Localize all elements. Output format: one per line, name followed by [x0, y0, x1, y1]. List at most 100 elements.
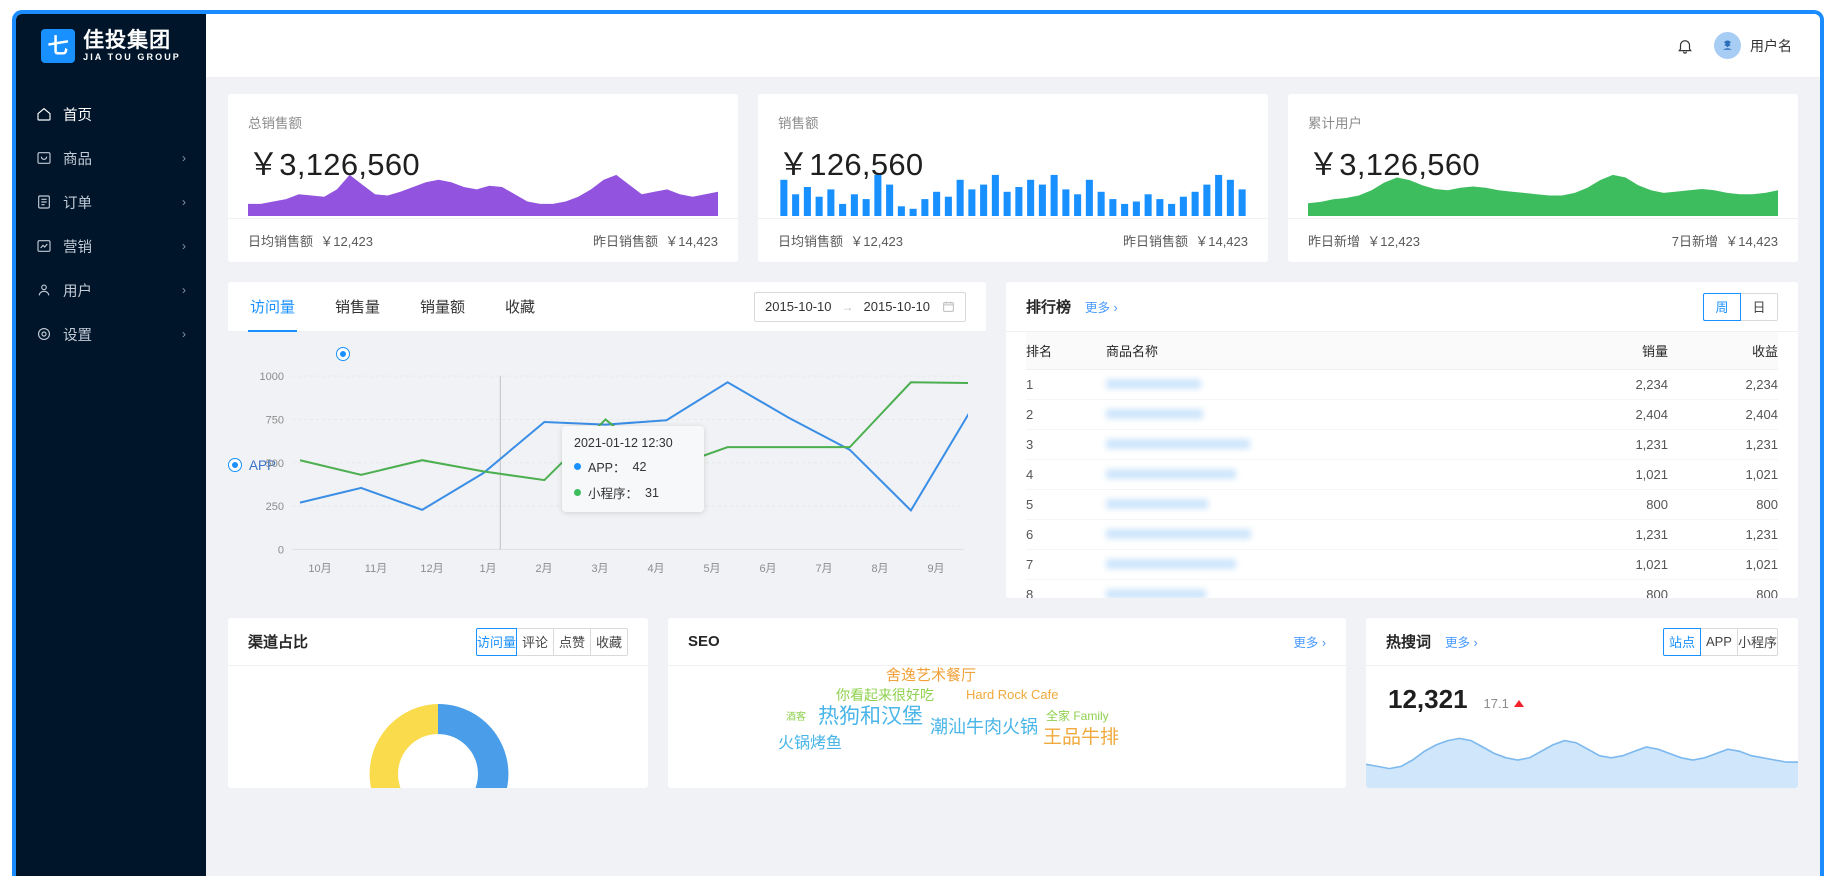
ranking-card: 排行榜 更多 › 周 日 排名	[1006, 282, 1798, 598]
hot-metric: 12,321 17.1	[1366, 666, 1798, 715]
tooltip-series-value: 31	[645, 485, 659, 500]
hot-more-link[interactable]: 更多 ›	[1445, 636, 1478, 650]
cell-rank: 8	[1026, 579, 1106, 598]
cell-product-name	[1106, 459, 1548, 490]
cell-profit: 800	[1668, 489, 1778, 520]
hot-value: 12,321	[1388, 684, 1468, 714]
hot-btn-site[interactable]: 站点	[1662, 627, 1701, 656]
table-row[interactable]: 2 2,404 2,404	[1026, 399, 1778, 430]
seo-more-link[interactable]: 更多 ›	[1293, 636, 1326, 650]
hot-delta-value: 17.1	[1483, 696, 1509, 711]
sidebar-item-marketing[interactable]: 营销 ›	[16, 224, 206, 268]
radio-dot-icon	[336, 347, 350, 361]
channel-btn-favorites[interactable]: 收藏	[590, 627, 628, 656]
visits-chart-card: 访问量 销售量 销量额 收藏 2015-10-10 → 2015-10-10	[228, 282, 986, 598]
cell-product-name	[1106, 549, 1548, 580]
svg-text:750: 750	[266, 414, 284, 426]
chevron-right-icon: ›	[182, 327, 186, 341]
date-range-picker[interactable]: 2015-10-10 → 2015-10-10	[754, 291, 966, 322]
sidebar-item-orders[interactable]: 订单 ›	[16, 180, 206, 224]
svg-text:0: 0	[278, 544, 284, 556]
ranking-more-link[interactable]: 更多 ›	[1085, 301, 1118, 315]
donut-svg	[369, 703, 509, 788]
channel-btn-visits[interactable]: 访问量	[475, 627, 517, 656]
source-radio-group: 站点 APP 小程序	[228, 332, 986, 598]
tooltip-series-value: 42	[632, 459, 647, 474]
date-from-input[interactable]: 2015-10-10	[765, 299, 832, 314]
col-rank: 排名	[1026, 332, 1106, 370]
sidebar-item-users[interactable]: 用户 ›	[16, 268, 206, 312]
table-row[interactable]: 5 800 800	[1026, 489, 1778, 520]
col-profit: 收益	[1668, 332, 1778, 370]
stat-title: 销售额	[778, 116, 819, 131]
tab-sales-count[interactable]: 销售量	[335, 299, 381, 316]
table-row[interactable]: 1 2,234 2,234	[1026, 369, 1778, 400]
word-cloud-term[interactable]: 王品牛排	[1043, 727, 1120, 748]
radio-dot-icon	[228, 458, 242, 472]
brand-logo[interactable]: 七 佳投集团 JIA TOU GROUP	[16, 14, 206, 78]
hot-btn-mini[interactable]: 小程序	[1736, 627, 1778, 656]
word-cloud: 舍逸艺术餐厅你看起来很好吃 Hard Rock Cafe 酒客 热狗和汉堡 潮汕牛肉火锅…	[668, 666, 1346, 788]
hot-sparkline	[1366, 726, 1798, 788]
bell-icon[interactable]	[1676, 37, 1694, 55]
calendar-icon[interactable]	[942, 300, 955, 313]
table-row[interactable]: 3 1,231 1,231	[1026, 429, 1778, 460]
cell-product-name	[1106, 369, 1548, 400]
channel-btn-likes[interactable]: 点赞	[553, 627, 591, 656]
stat-footer: 昨日新增 ￥12,423 7日新增 ￥14,423	[1288, 218, 1798, 262]
word-cloud-term[interactable]: 舍逸艺术餐厅	[886, 667, 977, 684]
word-cloud-term[interactable]: 全家 Family	[1046, 709, 1109, 723]
sidebar-item-label: 首页	[63, 107, 92, 124]
hot-btn-app[interactable]: APP	[1699, 627, 1738, 656]
stat-foot-right-label: 昨日销售额	[1122, 234, 1188, 249]
cell-sales: 1,231	[1548, 429, 1668, 460]
date-to-input[interactable]: 2015-10-10	[863, 299, 931, 314]
word-cloud-term[interactable]: 潮汕牛肉火锅	[930, 717, 1038, 737]
table-row[interactable]: 7 1,021 1,021	[1026, 549, 1778, 580]
sidebar-item-products[interactable]: 商品 ›	[16, 136, 206, 180]
seo-header: SEO 更多 ›	[668, 618, 1346, 666]
sidebar-item-home[interactable]: 首页	[16, 92, 206, 136]
user-name: 用户名	[1750, 37, 1792, 54]
svg-text:10月: 10月	[308, 563, 331, 575]
word-cloud-term[interactable]: 热狗和汉堡	[818, 705, 923, 728]
segment-week[interactable]: 周	[1703, 292, 1741, 321]
word-cloud-term[interactable]: 酒客	[786, 712, 806, 723]
cell-profit: 1,231	[1668, 519, 1778, 550]
cell-rank: 1	[1026, 369, 1106, 400]
channel-btn-comments[interactable]: 评论	[516, 627, 554, 656]
col-sales: 销量	[1548, 332, 1668, 370]
stat-foot-left-label: 昨日新增	[1308, 234, 1361, 249]
hot-title: 热搜词	[1386, 634, 1432, 651]
tab-favorites[interactable]: 收藏	[505, 299, 536, 316]
col-product: 商品名称	[1106, 332, 1548, 370]
sidebar-item-label: 用户	[63, 283, 92, 300]
sidebar-item-settings[interactable]: 设置 ›	[16, 312, 206, 356]
svg-text:4月: 4月	[647, 563, 664, 575]
stat-foot-left-label: 日均销售额	[248, 234, 314, 249]
stat-footer: 日均销售额 ￥12,423 昨日销售额 ￥14,423	[758, 218, 1268, 262]
user-menu[interactable]: 用户名	[1714, 32, 1792, 59]
seo-chart-body: 舍逸艺术餐厅你看起来很好吃 Hard Rock Cafe 酒客 热狗和汉堡 潮汕牛肉火锅…	[668, 666, 1346, 788]
chart-tabs: 访问量 销售量 销量额 收藏	[248, 282, 537, 332]
stat-title: 累计用户	[1308, 116, 1362, 131]
tab-sales-amount[interactable]: 销量额	[420, 299, 466, 316]
tooltip-time: 2021-01-12 12:30	[574, 436, 673, 450]
ranking-table: 排名 商品名称 销量 收益 1 2,234 2,234 2 2,404 2,404 3 1,2…	[1026, 332, 1778, 598]
cell-product-name	[1106, 489, 1548, 520]
svg-text:9月: 9月	[927, 563, 944, 575]
word-cloud-term[interactable]: Hard Rock Cafe	[966, 687, 1059, 702]
table-row[interactable]: 4 1,021 1,021	[1026, 459, 1778, 490]
cell-product-name	[1106, 579, 1548, 598]
table-row[interactable]: 8 800 800	[1026, 579, 1778, 598]
top-header: 用户名	[206, 14, 1820, 78]
sparkline-area	[1308, 174, 1778, 218]
table-row[interactable]: 6 1,231 1,231	[1026, 519, 1778, 550]
segment-day[interactable]: 日	[1740, 292, 1778, 321]
word-cloud-term[interactable]: 火锅烤鱼	[778, 735, 843, 752]
word-cloud-term[interactable]: 你看起来很好吃	[836, 687, 934, 703]
tab-visits[interactable]: 访问量	[248, 282, 298, 332]
cell-profit: 2,404	[1668, 399, 1778, 430]
hot-delta: 17.1	[1484, 696, 1524, 711]
